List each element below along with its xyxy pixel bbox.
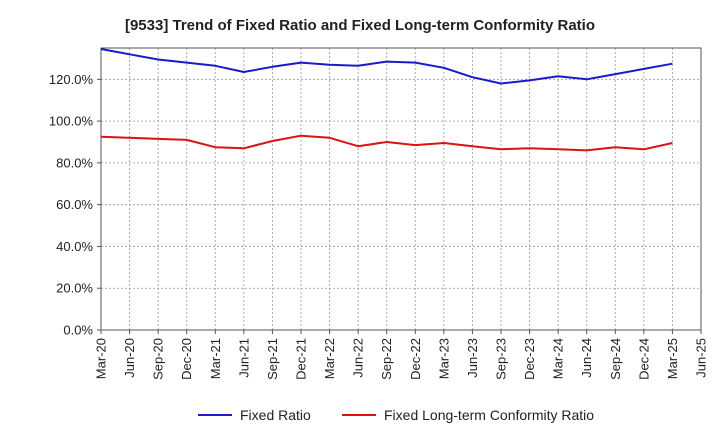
series-lines [100,48,673,152]
x-tick-label: Mar-20 [94,338,109,379]
x-axis-ticks: Mar-20 Jun-20 Sep-20 Dec-20 Mar-21 Jun-21 Sep-… [94,330,709,380]
x-tick-label: Dec-23 [522,338,537,380]
x-tick-label: Dec-22 [408,338,423,380]
x-tick-label: Jun-25 [694,338,709,378]
x-tick-label: Mar-24 [551,338,566,379]
x-tick-label: Jun-24 [579,338,594,378]
x-tick-label: Jun-22 [351,338,366,378]
axes [100,47,702,331]
y-tick-label: 40.0% [56,239,93,254]
legend-label-fixed-ratio: Fixed Ratio [240,407,311,423]
x-tick-label: Dec-21 [294,338,309,380]
y-tick-label: 0.0% [63,323,93,338]
x-tick-label: Mar-21 [208,338,223,379]
x-tick-label: Mar-23 [436,338,451,379]
grid-lines [101,48,701,330]
plot-frame [100,47,702,331]
chart-title: [9533] Trend of Fixed Ratio and Fixed Lo… [125,17,595,34]
series-line-fixed-ratio [100,48,673,85]
y-axis-ticks: 0.0% 20.0% 40.0% 60.0% 80.0% 100.0% 120.0% [49,72,101,338]
y-tick-label: 120.0% [49,72,94,87]
x-tick-label: Dec-20 [179,338,194,380]
y-tick-label: 80.0% [56,155,93,170]
x-tick-label: Sep-22 [379,338,394,380]
legend: Fixed Ratio Fixed Long-term Conformity Ra… [198,407,594,423]
legend-label-fixed-long-term-conformity-ratio: Fixed Long-term Conformity Ratio [384,407,594,423]
x-tick-label: Mar-25 [665,338,680,379]
x-tick-label: Sep-21 [265,338,280,380]
series-line-fixed-long-term-conformity-ratio [100,134,673,152]
x-tick-label: Mar-22 [322,338,337,379]
x-tick-label: Jun-20 [122,338,137,378]
y-tick-label: 60.0% [56,197,93,212]
x-tick-label: Jun-21 [236,338,251,378]
y-tick-label: 20.0% [56,281,93,296]
x-tick-label: Dec-24 [636,338,651,380]
x-tick-label: Sep-23 [494,338,509,380]
x-tick-label: Jun-23 [465,338,480,378]
x-tick-label: Sep-20 [151,338,166,380]
x-tick-label: Sep-24 [608,338,623,380]
y-tick-label: 100.0% [49,114,94,129]
